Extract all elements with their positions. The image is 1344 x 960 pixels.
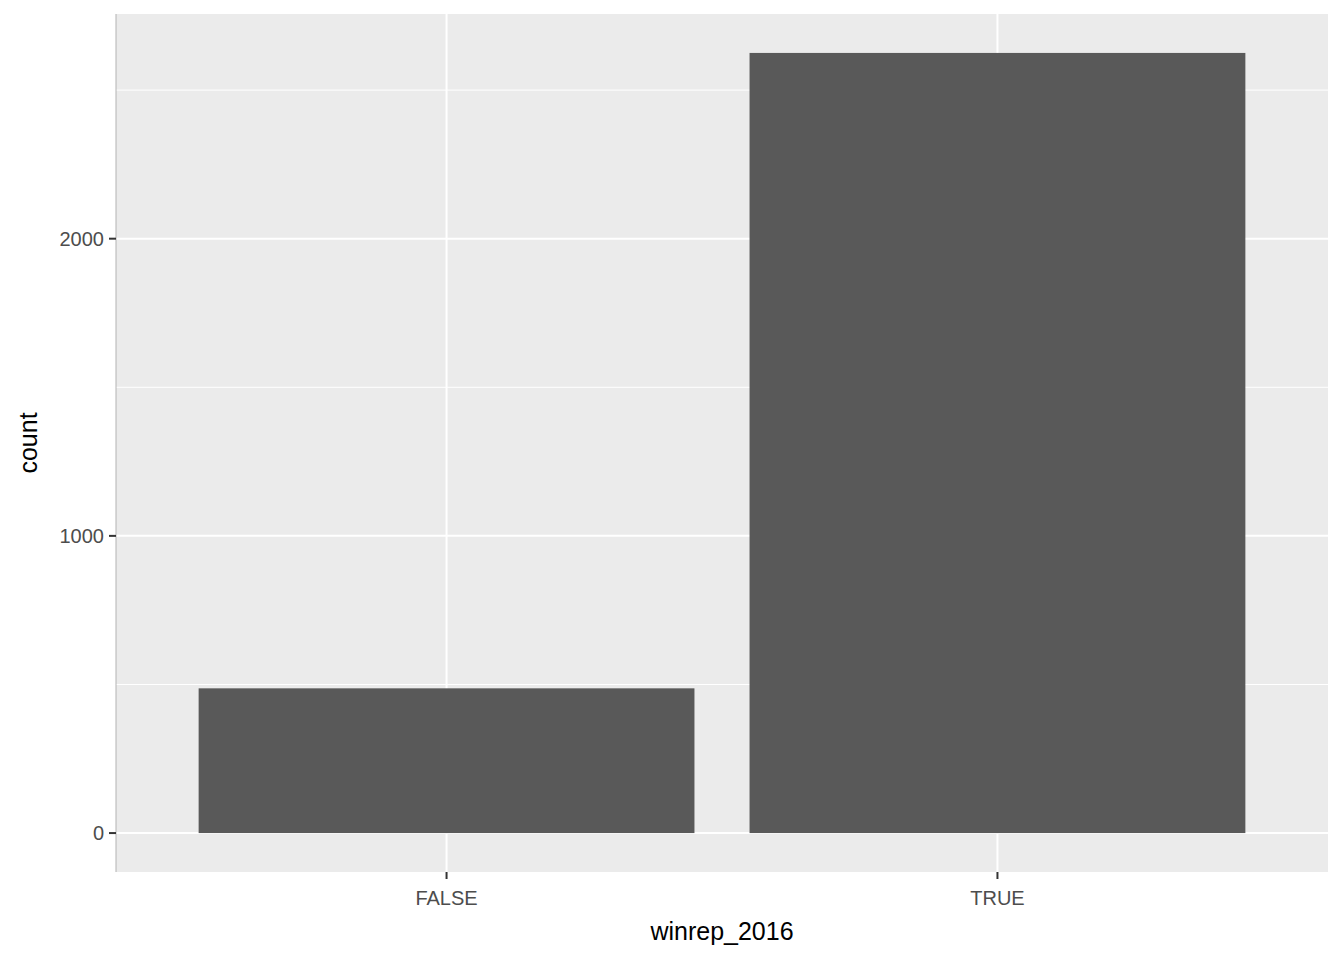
x-tick-label: FALSE bbox=[415, 887, 477, 909]
y-tick bbox=[109, 832, 116, 834]
x-tick-label: TRUE bbox=[970, 887, 1024, 909]
y-tick-label: 0 bbox=[93, 822, 104, 844]
bars bbox=[199, 53, 1246, 833]
y-tick bbox=[109, 535, 116, 537]
y-tick-label: 1000 bbox=[60, 525, 105, 547]
bar bbox=[750, 53, 1246, 833]
y-tick-label: 2000 bbox=[60, 228, 105, 250]
y-tick bbox=[109, 238, 116, 240]
chart-svg: 0 1000 2000 FALSE TRUE winrep_2016 count bbox=[0, 0, 1344, 960]
x-axis-title: winrep_2016 bbox=[649, 917, 793, 945]
panel-background bbox=[116, 14, 1328, 872]
x-tick bbox=[996, 872, 998, 879]
x-tick bbox=[446, 872, 448, 879]
y-axis-line bbox=[116, 14, 117, 872]
chart-container: 0 1000 2000 FALSE TRUE winrep_2016 count bbox=[0, 0, 1344, 960]
y-axis-title: count bbox=[14, 412, 42, 473]
bar bbox=[199, 688, 695, 833]
